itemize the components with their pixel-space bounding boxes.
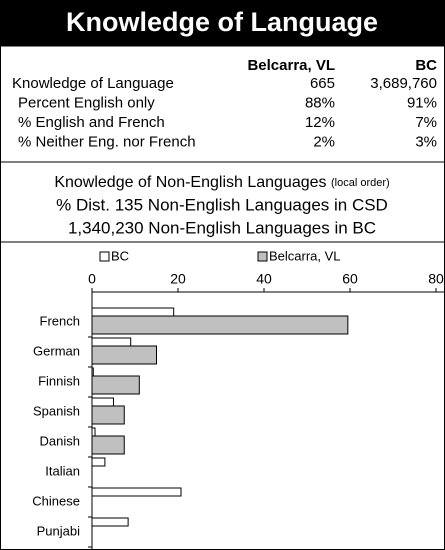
heading: Knowledge of Non-English Languages	[54, 174, 326, 191]
title-band	[0, 0, 445, 46]
row-label: % Neither Eng. nor French	[18, 133, 196, 150]
bar	[91, 457, 106, 467]
section-line: 1,340,230 Non-English Languages in BC	[68, 218, 376, 237]
bar	[91, 405, 125, 425]
heading-note: (local order)	[331, 177, 390, 189]
bar	[91, 345, 157, 365]
bar	[91, 315, 349, 335]
bar	[91, 427, 96, 437]
y-tick-label: Danish	[40, 433, 80, 448]
bar	[91, 487, 182, 497]
section-line: % Dist. 135 Non-English Languages in CSD	[56, 195, 388, 214]
x-tick-label: 40	[256, 271, 272, 287]
bar	[91, 435, 125, 455]
cell: 91%	[407, 94, 437, 111]
bar	[91, 337, 132, 347]
cell: 2%	[313, 133, 335, 150]
title: Knowledge of Language	[66, 7, 378, 37]
column-header: Belcarra, VL	[247, 57, 335, 74]
y-tick-label: Finnish	[38, 373, 80, 388]
bar	[91, 517, 129, 527]
y-tick-label: Chinese	[32, 493, 80, 508]
cell: 7%	[415, 114, 437, 131]
row-label: Percent English only	[18, 94, 155, 111]
y-tick-label: German	[33, 343, 80, 358]
y-tick-label: Spanish	[33, 403, 80, 418]
legend-swatch	[99, 251, 110, 262]
cell: 665	[310, 75, 335, 92]
x-tick-label: 60	[342, 271, 358, 287]
x-tick-label: 0	[88, 271, 96, 287]
bar	[91, 375, 140, 395]
bar	[91, 307, 175, 317]
legend-label: Belcarra, VL	[269, 248, 341, 263]
cell: 3,689,760	[370, 75, 437, 92]
bar	[91, 367, 94, 377]
legend-swatch	[257, 251, 268, 262]
y-tick-label: Italian	[45, 463, 80, 478]
legend-label: BC	[111, 248, 129, 263]
row-label: % English and French	[18, 114, 165, 131]
cell: 88%	[305, 94, 335, 111]
x-tick-label: 20	[170, 271, 186, 287]
y-tick-label: Punjabi	[37, 523, 80, 538]
cell: 12%	[305, 114, 335, 131]
bar	[91, 397, 114, 407]
x-tick-label: 80	[428, 271, 444, 287]
column-header: BC	[415, 57, 437, 74]
section-heading: Knowledge of Non-English Languages (loca…	[54, 174, 389, 191]
cell: 3%	[415, 133, 437, 150]
y-tick-label: French	[40, 313, 80, 328]
row-label: Knowledge of Language	[12, 75, 174, 92]
